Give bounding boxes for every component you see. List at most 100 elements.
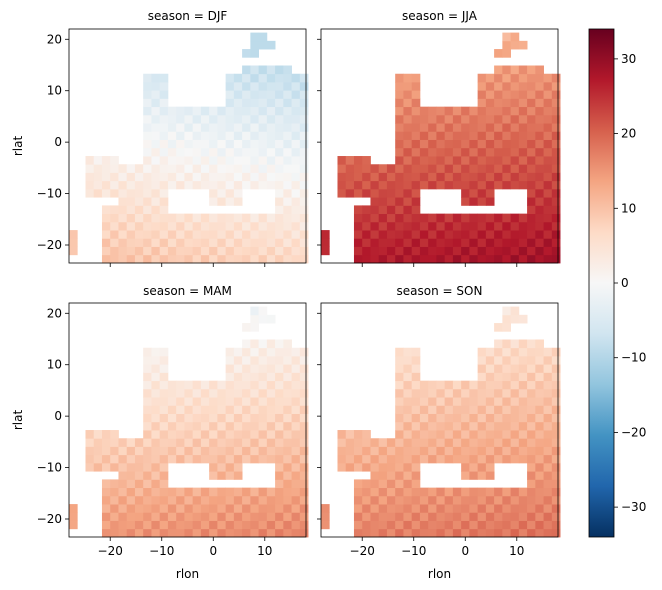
map-cell	[527, 520, 536, 530]
map-cell	[535, 238, 544, 247]
map-cell	[370, 528, 380, 538]
map-cell	[291, 98, 301, 108]
map-cell	[337, 430, 347, 439]
map-cell	[250, 512, 259, 521]
map-cell	[209, 254, 218, 264]
map-cell	[184, 213, 194, 223]
map-cell	[527, 172, 536, 182]
map-cell	[291, 230, 301, 239]
colorbar-gradient	[588, 28, 615, 538]
map-cell	[266, 421, 276, 431]
map-cell	[485, 81, 495, 91]
map-cell	[543, 139, 553, 149]
map-cell	[225, 504, 235, 513]
map-cell	[510, 364, 520, 373]
map-cell	[477, 98, 487, 108]
map-cell	[250, 90, 259, 99]
map-cell	[283, 347, 292, 357]
map-cell	[444, 123, 454, 132]
map-cell	[403, 512, 413, 521]
map-cell	[250, 430, 259, 439]
map-cell	[217, 397, 227, 406]
map-cell	[353, 180, 363, 190]
map-cell	[403, 147, 413, 157]
map-cell	[543, 462, 553, 472]
map-cell	[527, 454, 536, 464]
map-cell	[386, 221, 396, 231]
map-cell	[551, 73, 561, 83]
map-cell	[192, 380, 202, 390]
map-cell	[176, 114, 185, 124]
map-cell	[283, 446, 292, 456]
map-cell	[535, 114, 544, 124]
map-cell	[461, 388, 470, 398]
map-cell	[419, 454, 429, 464]
map-cell	[510, 246, 520, 256]
map-cell	[291, 221, 301, 231]
map-cell	[485, 454, 495, 464]
map-cell	[275, 164, 284, 173]
map-cell	[275, 197, 284, 206]
map-cell	[258, 388, 268, 398]
map-cell	[233, 246, 243, 256]
map-cell	[167, 254, 177, 264]
map-cell	[461, 164, 470, 173]
map-cell	[452, 405, 462, 414]
map-cell	[110, 462, 119, 472]
map-cell	[110, 230, 119, 239]
map-cell	[233, 213, 243, 223]
map-cell	[233, 230, 243, 239]
map-cell	[291, 438, 301, 447]
map-cell	[518, 446, 528, 456]
map-cell	[69, 520, 78, 530]
map-cell	[126, 254, 136, 264]
map-cell	[266, 355, 276, 365]
map-cell	[378, 238, 388, 247]
map-cell	[535, 246, 544, 256]
map-cell	[403, 405, 413, 414]
map-cell	[502, 73, 511, 83]
y-tick-label: 20	[47, 32, 62, 46]
map-cell	[250, 528, 259, 538]
map-cell	[283, 364, 292, 373]
map-cell	[411, 106, 421, 116]
map-cell	[444, 131, 454, 140]
map-cell	[444, 512, 454, 521]
map-cell	[378, 172, 388, 182]
map-cell	[419, 405, 429, 414]
map-cell	[411, 221, 421, 231]
map-cell	[192, 221, 202, 231]
map-cell	[419, 438, 429, 447]
map-cell	[110, 487, 119, 497]
map-cell	[151, 213, 161, 223]
map-cell	[502, 430, 511, 439]
map-cell	[362, 520, 371, 530]
map-cell	[543, 512, 553, 521]
map-cell	[403, 172, 413, 182]
map-cell	[200, 213, 210, 223]
map-cell	[353, 528, 363, 538]
map-cell	[494, 430, 503, 439]
colorbar-tick-label: 30	[621, 52, 636, 66]
map-cell	[299, 512, 309, 521]
map-cell	[233, 520, 243, 530]
map-cell	[291, 430, 301, 439]
map-cell	[242, 98, 251, 108]
map-cell	[266, 397, 276, 406]
map-cell	[502, 230, 511, 239]
map-cell	[159, 197, 169, 206]
map-cell	[428, 528, 437, 538]
map-cell	[510, 372, 520, 382]
map-cell	[370, 188, 380, 198]
map-cell	[353, 156, 363, 165]
map-cell	[291, 504, 301, 513]
map-cell	[436, 246, 446, 256]
map-cell	[283, 180, 292, 190]
map-cell	[167, 131, 177, 140]
map-cell	[502, 512, 511, 521]
map-cell	[428, 438, 437, 447]
map-cell	[225, 139, 235, 149]
map-cell	[143, 372, 152, 382]
map-cell	[101, 504, 111, 513]
map-cell	[469, 197, 479, 206]
